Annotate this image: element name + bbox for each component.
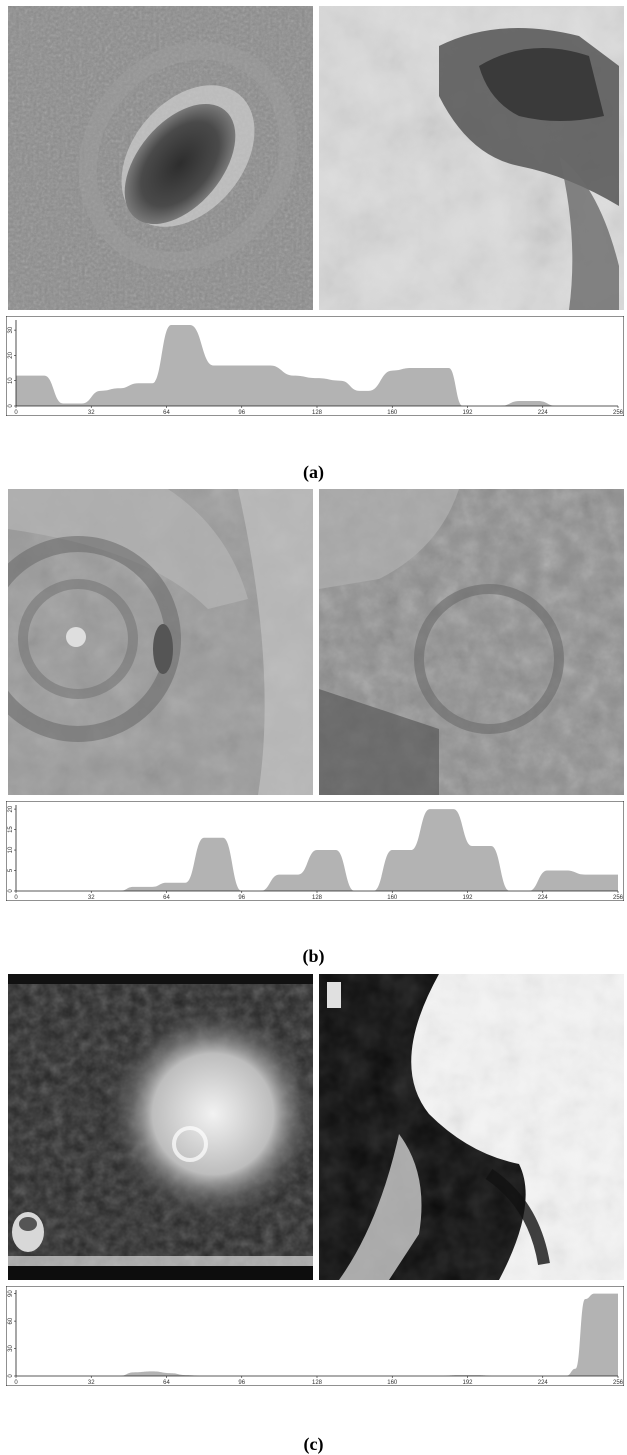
histogram-b: 0 32 64 96 128 160 192 224 256 0 5 10 15 20 (6, 801, 624, 901)
histogram-c: 0 32 64 96 128 160 192 224 256 0 30 60 90 (6, 1286, 624, 1386)
y-tick-label: 15 (8, 826, 14, 833)
x-tick-label: 96 (238, 895, 245, 901)
y-tick-label: 30 (8, 1345, 14, 1352)
x-tick-label: 0 (14, 410, 18, 416)
figure-b: 0 32 64 96 128 160 192 224 256 0 5 10 15 20 (6, 489, 624, 901)
x-tick-label: 160 (387, 1380, 398, 1386)
hurricane-eye-image-original (8, 6, 313, 310)
caption-b: (b) (302, 946, 325, 966)
caption-a: (a) (303, 462, 324, 482)
x-tick-label: 256 (613, 410, 624, 416)
x-tick-label: 256 (613, 1380, 624, 1386)
y-tick-label: 0 (8, 889, 14, 893)
x-tick-label: 64 (163, 895, 170, 901)
y-tick-label: 5 (8, 868, 14, 872)
x-tick-label: 32 (88, 895, 95, 901)
x-tick-label: 128 (312, 1380, 323, 1386)
x-tick-label: 32 (88, 1380, 95, 1386)
hurricane-eye-image-enhanced (319, 6, 624, 310)
y-tick-label: 20 (8, 351, 14, 358)
x-tick-label: 0 (14, 895, 18, 901)
hurricane-satellite-image-enhanced (319, 974, 624, 1280)
hurricane-satellite-image-original (8, 974, 313, 1280)
x-tick-label: 128 (312, 410, 323, 416)
y-tick-label: 0 (8, 1374, 14, 1378)
x-tick-label: 64 (163, 410, 170, 416)
x-tick-label: 224 (538, 895, 549, 901)
caption-c: (c) (303, 1434, 324, 1454)
x-tick-label: 192 (462, 410, 473, 416)
x-tick-label: 64 (163, 1380, 170, 1386)
figure-c: 0 32 64 96 128 160 192 224 256 0 30 60 90 (6, 974, 624, 1386)
hurricane-spiral-image-original (8, 489, 313, 795)
x-tick-label: 224 (538, 1380, 549, 1386)
y-tick-label: 90 (8, 1290, 14, 1297)
x-tick-label: 32 (88, 410, 95, 416)
histogram-area (16, 325, 618, 406)
histogram-a: 0 32 64 96 128 160 192 224 256 0 10 20 30 (6, 316, 624, 416)
y-tick-label: 60 (8, 1317, 14, 1324)
x-tick-label: 192 (462, 895, 473, 901)
x-tick-label: 256 (613, 895, 624, 901)
x-tick-label: 160 (387, 410, 398, 416)
x-tick-label: 224 (538, 410, 549, 416)
y-tick-label: 0 (8, 404, 14, 408)
x-tick-label: 160 (387, 895, 398, 901)
y-tick-label: 30 (8, 326, 14, 333)
histogram-frame (6, 1286, 624, 1386)
x-tick-label: 96 (238, 1380, 245, 1386)
hurricane-spiral-image-enhanced (319, 489, 624, 795)
x-tick-label: 96 (238, 410, 245, 416)
x-tick-label: 128 (312, 895, 323, 901)
x-tick-label: 0 (14, 1380, 18, 1386)
y-tick-label: 10 (8, 846, 14, 853)
histogram-area (16, 809, 618, 891)
figure-a: 0 32 64 96 128 160 192 224 256 0 10 20 30 (6, 6, 624, 416)
y-tick-label: 20 (8, 805, 14, 812)
y-tick-label: 10 (8, 377, 14, 384)
x-tick-label: 192 (462, 1380, 473, 1386)
